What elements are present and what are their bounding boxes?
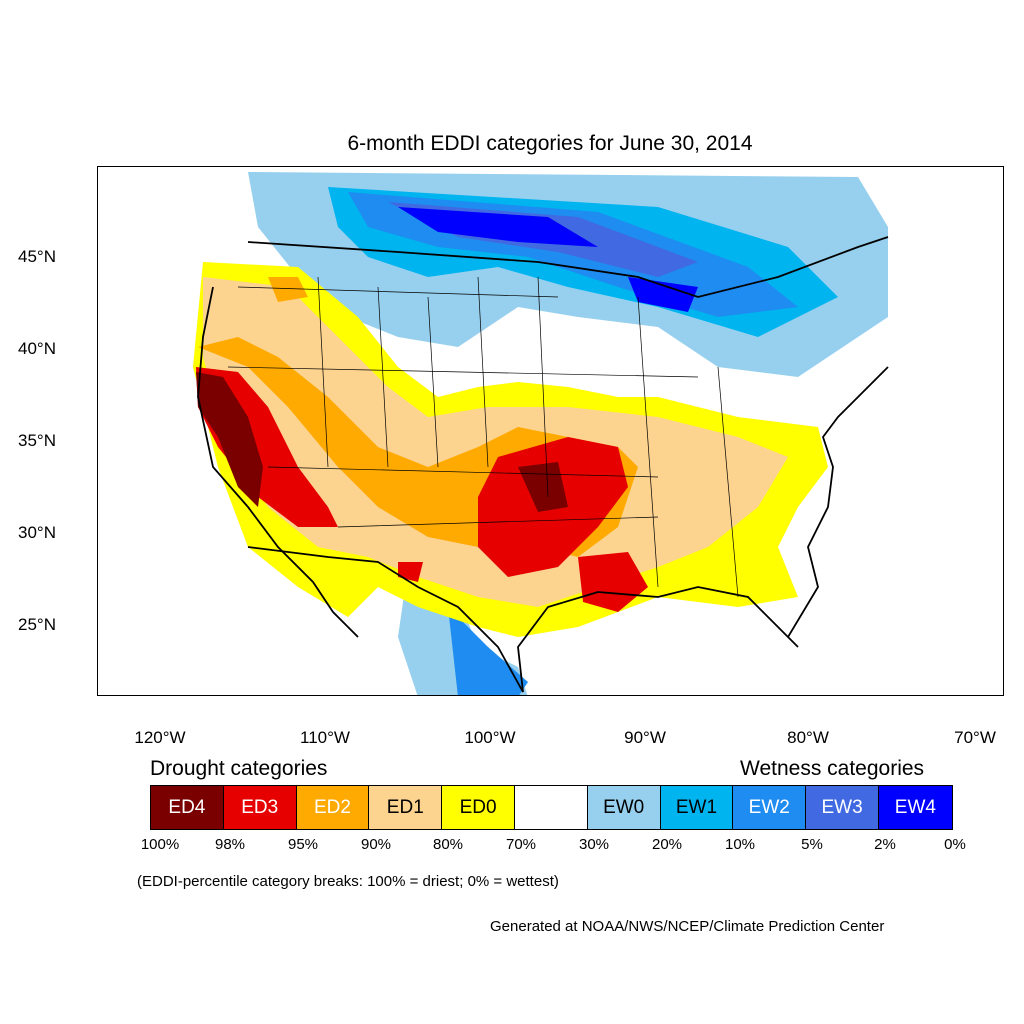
legend-swatch-ew4: EW4 — [878, 786, 952, 829]
lon-label-110w: 110°W — [300, 728, 350, 747]
lon-label-90w: 90°W — [624, 728, 666, 747]
break-label: 20% — [651, 836, 683, 853]
break-label: 95% — [287, 836, 319, 853]
break-label: 30% — [578, 836, 610, 853]
lon-label-70w: 70°W — [954, 728, 996, 747]
wetness-legend-title: Wetness categories — [740, 757, 925, 780]
legend-swatch-ed4: ED4 — [151, 786, 224, 829]
legend-swatch-ew2: EW2 — [733, 786, 807, 829]
break-label: 80% — [432, 836, 464, 853]
category-note: (EDDI-percentile category breaks: 100% =… — [137, 873, 559, 890]
legend-swatch-ew0: EW0 — [587, 786, 661, 829]
lon-label-100w: 100°W — [464, 728, 516, 747]
legend-swatch-neutral — [514, 786, 588, 829]
legend-swatch-ew1: EW1 — [660, 786, 734, 829]
category-legend: ED4 ED3 ED2 ED1 ED0 EW0 EW1 EW2 EW3 EW4 — [150, 785, 953, 830]
legend-swatch-ed1: ED1 — [369, 786, 443, 829]
lat-label-45: 45°N — [18, 247, 56, 266]
break-label: 10% — [724, 836, 756, 853]
legend-swatch-ed0: ED0 — [442, 786, 515, 829]
drought-regions — [193, 262, 828, 637]
break-label: 70% — [505, 836, 537, 853]
break-label: 5% — [801, 836, 823, 853]
lon-label-80w: 80°W — [787, 728, 829, 747]
lat-label-40: 40°N — [18, 339, 56, 358]
state-lines — [227, 276, 739, 598]
legend-swatch-ed2: ED2 — [296, 786, 370, 829]
lat-label-30: 30°N — [18, 523, 56, 542]
credit-line: Generated at NOAA/NWS/NCEP/Climate Predi… — [490, 918, 885, 935]
drought-legend-title: Drought categories — [150, 757, 328, 780]
break-label: 2% — [874, 836, 896, 853]
break-label: 90% — [360, 836, 392, 853]
boundaries — [197, 236, 889, 693]
map-panel — [97, 166, 1004, 696]
break-label: 100% — [140, 836, 180, 853]
legend-swatch-ed3: ED3 — [223, 786, 297, 829]
lat-label-35: 35°N — [18, 431, 56, 450]
legend-swatch-ew3: EW3 — [806, 786, 879, 829]
lat-label-25: 25°N — [18, 615, 56, 634]
break-label: 98% — [214, 836, 246, 853]
eddi-map — [193, 172, 889, 695]
break-label: 0% — [944, 836, 966, 853]
map-title: 6-month EDDI categories for June 30, 201… — [347, 132, 753, 155]
lon-label-120w: 120°W — [134, 728, 186, 747]
